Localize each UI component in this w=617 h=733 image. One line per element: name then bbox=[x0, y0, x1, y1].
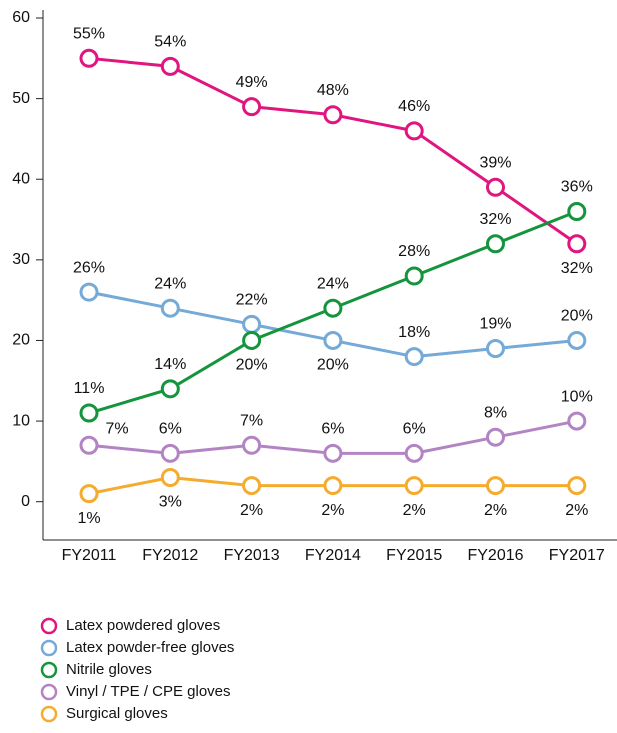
data-point bbox=[242, 97, 262, 117]
data-point bbox=[404, 347, 424, 367]
data-point bbox=[160, 379, 180, 399]
data-point bbox=[404, 121, 424, 141]
data-point bbox=[486, 177, 505, 197]
data-label: 2% bbox=[565, 502, 588, 519]
data-label: 1% bbox=[77, 510, 100, 527]
y-tick-label: 10 bbox=[12, 412, 30, 429]
legend-label: Vinyl / TPE / CPE gloves bbox=[66, 683, 231, 700]
data-label: 36% bbox=[561, 179, 593, 196]
data-point bbox=[486, 476, 505, 496]
data-point bbox=[79, 484, 99, 504]
legend-marker bbox=[40, 683, 58, 701]
legend-marker bbox=[40, 705, 58, 723]
data-point bbox=[323, 298, 343, 318]
legend-marker bbox=[40, 661, 58, 679]
y-tick-label: 20 bbox=[12, 332, 30, 349]
data-point bbox=[323, 330, 343, 350]
x-tick-label: FY2014 bbox=[305, 547, 361, 564]
legend-label: Nitrile gloves bbox=[66, 661, 152, 678]
y-tick-label: 60 bbox=[12, 9, 30, 26]
data-label: 32% bbox=[479, 211, 511, 228]
x-tick-label: FY2013 bbox=[224, 547, 280, 564]
data-label: 10% bbox=[561, 388, 593, 405]
data-label: 19% bbox=[479, 316, 511, 333]
data-label: 28% bbox=[398, 243, 430, 260]
data-point bbox=[567, 411, 587, 431]
data-label: 54% bbox=[154, 34, 186, 51]
data-label: 24% bbox=[154, 275, 186, 292]
data-label: 7% bbox=[240, 412, 263, 429]
data-label: 20% bbox=[561, 308, 593, 325]
data-point bbox=[79, 403, 99, 423]
data-point bbox=[404, 476, 424, 496]
legend-label: Latex powder-free gloves bbox=[66, 639, 234, 656]
y-tick-label: 0 bbox=[21, 493, 30, 510]
data-label: 2% bbox=[403, 502, 426, 519]
data-label: 46% bbox=[398, 98, 430, 115]
data-point bbox=[160, 56, 180, 76]
data-point bbox=[486, 234, 505, 254]
data-label: 39% bbox=[479, 155, 511, 172]
data-label: 48% bbox=[317, 82, 349, 99]
data-point bbox=[242, 314, 262, 334]
data-point bbox=[567, 234, 587, 254]
data-label: 6% bbox=[403, 421, 426, 438]
legend-label: Surgical gloves bbox=[66, 705, 168, 722]
data-label: 14% bbox=[154, 356, 186, 373]
data-point bbox=[404, 266, 424, 286]
data-point bbox=[79, 282, 99, 302]
data-point bbox=[242, 476, 262, 496]
data-label: 2% bbox=[240, 502, 263, 519]
data-point bbox=[160, 298, 180, 318]
data-point bbox=[323, 476, 343, 496]
y-tick-label: 40 bbox=[12, 170, 30, 187]
data-point bbox=[567, 330, 587, 350]
data-label: 20% bbox=[317, 357, 349, 374]
data-label: 32% bbox=[561, 260, 593, 277]
data-point bbox=[486, 339, 505, 359]
x-tick-label: FY2016 bbox=[467, 547, 523, 564]
data-point bbox=[567, 201, 587, 221]
data-point bbox=[567, 476, 587, 496]
data-point bbox=[404, 443, 424, 463]
data-point bbox=[79, 435, 99, 455]
legend-marker bbox=[40, 639, 58, 657]
data-point bbox=[242, 330, 262, 350]
data-label: 20% bbox=[236, 357, 268, 374]
data-point bbox=[323, 105, 343, 125]
data-label: 6% bbox=[321, 421, 344, 438]
x-tick-label: FY2011 bbox=[62, 547, 117, 564]
data-label: 49% bbox=[236, 74, 268, 91]
data-point bbox=[79, 48, 99, 68]
data-label: 7% bbox=[105, 420, 128, 437]
data-label: 2% bbox=[321, 502, 344, 519]
data-label: 11% bbox=[74, 380, 105, 397]
data-point bbox=[160, 468, 180, 488]
x-tick-label: FY2012 bbox=[142, 547, 198, 564]
data-label: 6% bbox=[159, 421, 182, 438]
data-point bbox=[160, 443, 180, 463]
legend-marker bbox=[40, 617, 58, 635]
data-point bbox=[323, 443, 343, 463]
legend-label: Latex powdered gloves bbox=[66, 617, 220, 634]
data-label: 24% bbox=[317, 275, 349, 292]
data-point bbox=[242, 435, 262, 455]
y-tick-label: 50 bbox=[12, 90, 30, 107]
data-label: 26% bbox=[73, 259, 105, 276]
x-tick-label: FY2015 bbox=[386, 547, 442, 564]
x-tick-label: FY2017 bbox=[549, 547, 605, 564]
y-tick-label: 30 bbox=[12, 251, 30, 268]
data-label: 55% bbox=[73, 26, 105, 43]
data-label: 2% bbox=[484, 502, 507, 519]
data-point bbox=[486, 427, 505, 447]
data-label: 8% bbox=[484, 404, 507, 421]
data-label: 18% bbox=[398, 324, 430, 341]
data-label: 22% bbox=[236, 292, 268, 309]
data-label: 3% bbox=[159, 494, 182, 511]
